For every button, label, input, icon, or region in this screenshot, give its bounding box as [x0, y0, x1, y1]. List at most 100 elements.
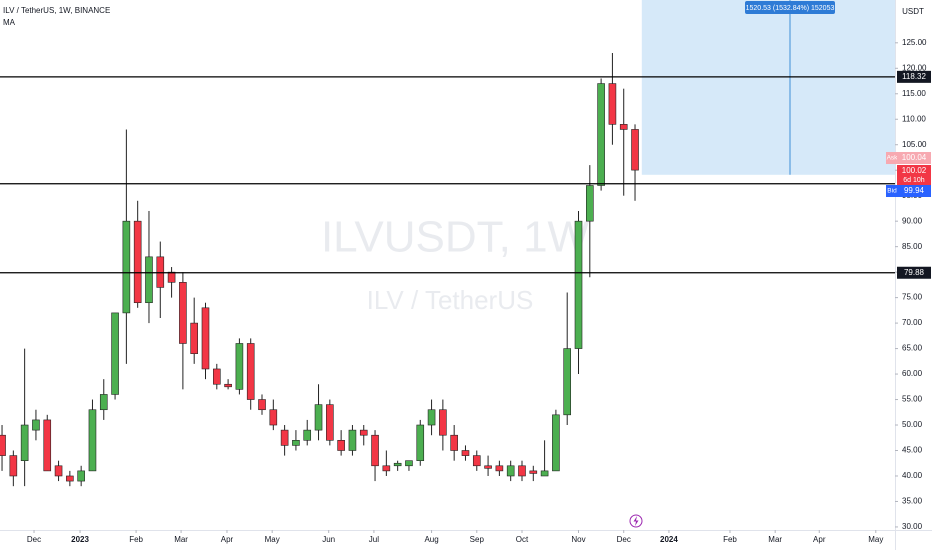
candle-body — [43, 419, 52, 472]
candle-body — [179, 282, 187, 344]
ask-price: 100.04 — [902, 153, 927, 162]
candle-body — [495, 465, 504, 472]
last-price: 100.02 — [902, 166, 927, 175]
candle-body — [405, 460, 413, 467]
lightning-icon — [629, 514, 643, 528]
bid-tag: Bid — [887, 188, 897, 195]
candle-body — [574, 220, 583, 349]
level-label: 118.32 — [902, 72, 926, 81]
candle-body — [269, 409, 278, 426]
y-tick-label: 115.00 — [902, 89, 926, 98]
y-tick-label: 65.00 — [902, 344, 923, 353]
x-tick-label: Apr — [813, 535, 826, 544]
y-tick-label: 90.00 — [902, 216, 923, 225]
candle-body — [563, 348, 572, 416]
y-tick-label: 40.00 — [902, 471, 923, 480]
y-tick-label: 125.00 — [902, 38, 927, 47]
candle-body — [212, 368, 221, 385]
candle-body — [20, 424, 29, 461]
x-tick-label: Apr — [221, 535, 234, 544]
y-tick-label: 105.00 — [902, 140, 927, 149]
bid-price: 99.94 — [904, 186, 925, 195]
candle-body — [190, 322, 198, 354]
candle-body — [393, 462, 402, 467]
ask-tag: Ask — [887, 155, 899, 162]
watermark-subtitle: ILV / TetherUS — [367, 285, 534, 315]
x-tick-label: 2024 — [660, 535, 678, 544]
y-tick-label: 85.00 — [902, 242, 923, 251]
candle-body — [348, 429, 357, 451]
candle-body — [529, 470, 538, 474]
indicator-label: MA — [3, 18, 16, 27]
x-tick-label: 2023 — [71, 535, 89, 544]
y-tick-label: 75.00 — [902, 293, 923, 302]
x-tick-label: Aug — [424, 535, 438, 544]
candle-body — [484, 465, 492, 469]
candle-body — [133, 220, 142, 304]
y-tick-label: 120.00 — [902, 63, 927, 72]
candle-body — [145, 256, 153, 304]
bid-tag-bg — [886, 185, 898, 198]
currency-label: USDT — [902, 7, 924, 16]
candle-body — [167, 271, 176, 283]
x-tick-label: Jul — [369, 535, 379, 544]
bid-price-bg — [897, 185, 931, 198]
candle-body — [472, 455, 481, 467]
candle-body — [224, 383, 232, 388]
y-tick-label: 70.00 — [902, 318, 923, 327]
candle-body — [111, 312, 119, 395]
candle-body — [54, 465, 63, 477]
candle-body — [439, 409, 447, 436]
candle-body — [382, 465, 391, 472]
candle-body — [540, 470, 549, 477]
level-label-bg — [897, 266, 931, 279]
x-tick-label: May — [265, 535, 280, 544]
x-tick-label: Oct — [516, 535, 529, 544]
candle-body — [246, 343, 255, 400]
candle-body — [235, 343, 244, 390]
level-label: 79.88 — [904, 268, 925, 277]
candle-body — [416, 424, 425, 461]
candle-body — [88, 409, 97, 472]
y-tick-label: 45.00 — [902, 446, 923, 455]
candle-body — [608, 83, 617, 125]
candle-body — [461, 450, 470, 456]
candle-body — [427, 409, 436, 426]
candle-body — [303, 429, 312, 441]
candle-body — [0, 434, 6, 456]
measure-label-bg — [745, 1, 835, 14]
x-tick-label: May — [868, 535, 883, 544]
candle-body — [597, 83, 605, 186]
x-tick-label: Mar — [174, 535, 188, 544]
x-tick-label: Feb — [723, 535, 737, 544]
candle-body — [292, 440, 300, 446]
candle-body — [314, 404, 323, 431]
x-tick-label: Mar — [768, 535, 782, 544]
candle-body — [552, 414, 560, 472]
watermark: ILVUSDT, 1W — [321, 213, 590, 262]
candle-body — [371, 434, 379, 467]
x-tick-label: Jun — [322, 535, 335, 544]
last-price-bg — [897, 165, 931, 186]
candle-body — [99, 394, 108, 411]
candle-body — [156, 256, 165, 288]
candle-body — [586, 185, 594, 222]
ask-price-bg — [897, 152, 931, 165]
measure-label: 1520.53 (1532.84%) 152053 — [746, 5, 835, 12]
candle-body — [66, 475, 74, 482]
candle-body — [359, 429, 368, 436]
candle-body — [506, 465, 515, 477]
candle-body — [337, 440, 345, 451]
symbol-title: ILV / TetherUS, 1W, BINANCE — [3, 6, 110, 15]
y-tick-label: 50.00 — [902, 420, 923, 429]
candle-body — [450, 434, 458, 451]
x-tick-label: Sep — [470, 535, 485, 544]
x-tick-label: Nov — [571, 535, 585, 544]
x-tick-label: Dec — [617, 535, 631, 544]
candle-body — [9, 455, 18, 477]
plot: 1520.53 (1532.84%) 152053 — [0, 0, 895, 487]
ask-tag-bg — [886, 152, 898, 165]
candle-body — [619, 124, 628, 130]
y-tick-label: 30.00 — [902, 522, 923, 531]
